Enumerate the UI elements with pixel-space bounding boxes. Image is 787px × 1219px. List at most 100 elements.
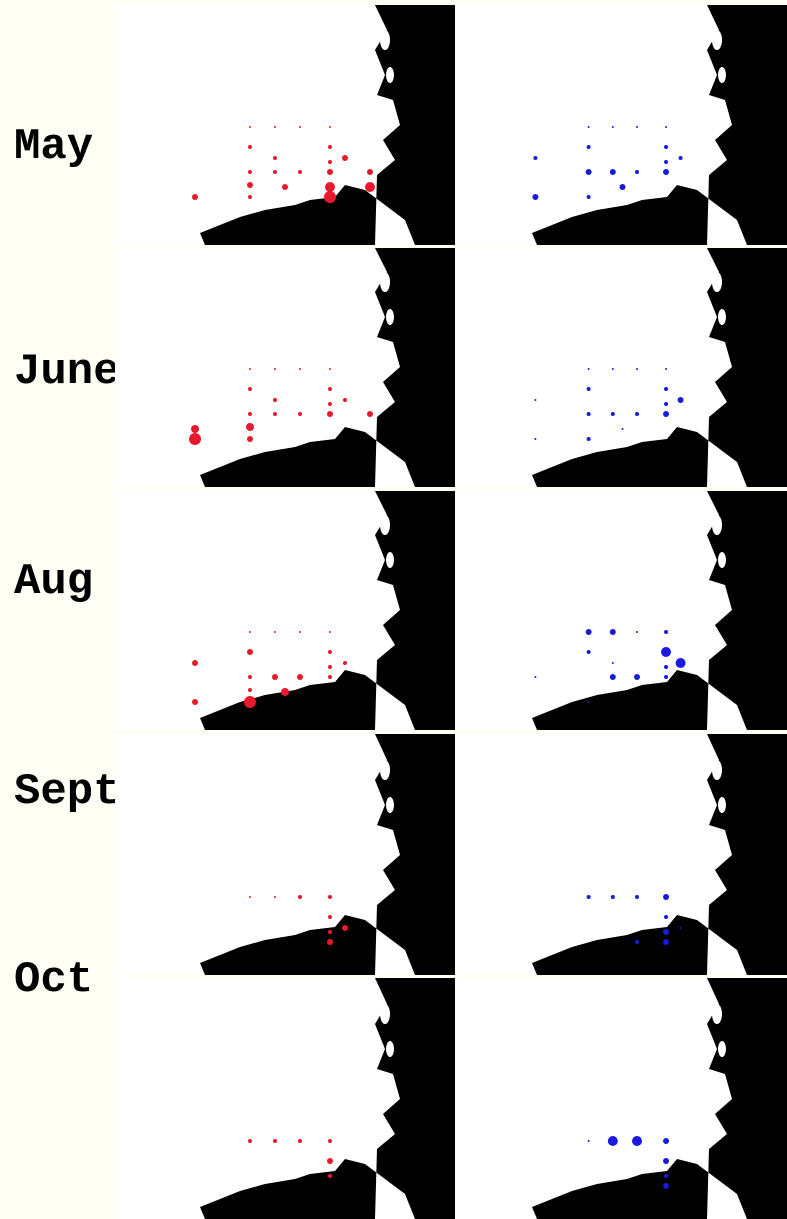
blue-sample-point [663,929,670,935]
blue-sample-point [664,915,669,919]
red-sample-point [367,411,373,417]
coastline-land [200,5,455,245]
red-map-svg [200,978,455,1219]
lake-shape [371,131,383,139]
red-sample-point [274,896,276,898]
red-sample-point [273,1139,277,1143]
blue-sample-point [635,895,640,899]
coastline-land [200,734,455,975]
blue-map-panel [458,978,787,1219]
lake-shape [694,356,710,368]
blue-sample-point [609,629,616,635]
red-sample-point [297,674,303,680]
red-sample-point [328,1174,332,1178]
red-sample-point [328,675,332,679]
coastal-island [584,704,600,712]
coastal-island [272,453,288,461]
blue-sample-point [632,1136,643,1146]
blue-sample-point [587,1140,590,1142]
coastline-land [532,491,787,730]
coastal-island [272,941,288,949]
red-sample-point [248,195,252,199]
blue-sample-point [586,387,591,391]
lake-shape [712,30,722,50]
lake-shape [718,797,726,813]
red-map-svg [189,248,455,487]
coastline-land [532,734,787,975]
coastal-island [555,1204,579,1214]
red-sample-point [274,368,276,370]
coastal-island [223,472,247,482]
blue-sample-point [635,412,640,416]
red-sample-point [281,688,289,696]
blue-sample-point [679,927,682,929]
blue-sample-point [664,145,669,149]
coastline-land [532,978,787,1219]
blue-sample-point [586,145,591,149]
blue-sample-point [619,184,626,190]
blue-sample-point [635,170,640,174]
red-map-svg [200,734,455,975]
coastal-island [584,461,600,469]
lake-shape [703,861,715,869]
coastal-island [604,453,620,461]
red-sample-point [248,688,252,692]
coastal-island [252,704,268,712]
red-sample-point [328,915,332,919]
blue-sample-point [533,156,538,160]
lake-shape [371,616,383,624]
red-sample-point [273,156,277,160]
blue-sample-point [663,1183,670,1189]
coastal-island [272,696,288,704]
coastal-island [584,219,600,227]
lake-shape [694,844,710,856]
blue-sample-point [611,368,614,370]
lake-shape [380,272,390,292]
red-sample-point [329,368,331,370]
red-sample-point [299,126,301,128]
coastal-island [584,1193,600,1201]
red-sample-point [324,191,336,203]
red-sample-point [189,433,201,445]
lake-shape [712,1004,722,1024]
red-sample-point [273,170,277,174]
blue-sample-point [663,894,670,900]
coastal-island [223,1204,247,1214]
red-sample-point [272,674,278,680]
red-sample-point [328,650,332,654]
blue-sample-point [663,939,670,945]
blue-sample-point [611,662,614,664]
red-sample-point [246,423,254,431]
red-sample-point [328,145,332,149]
red-map-panel [115,491,455,730]
coastline-land [532,248,787,487]
blue-map-panel [458,491,787,730]
blue-sample-point [663,169,670,175]
lake-shape [718,1041,726,1057]
red-sample-point [248,675,252,679]
red-sample-point [327,169,333,175]
lake-shape [362,1088,378,1100]
red-sample-point [329,126,331,128]
blue-sample-point [534,438,537,440]
blue-sample-point [585,629,592,635]
red-sample-point [327,411,333,417]
blue-sample-point [586,195,591,199]
red-sample-point [249,631,251,633]
blue-sample-point [586,412,591,416]
lake-shape [712,760,722,780]
lake-shape [386,1041,394,1057]
blue-sample-point [678,156,683,160]
red-sample-point [249,896,251,898]
blue-sample-point [664,630,669,634]
blue-map-panel [458,248,787,487]
red-sample-point [298,170,302,174]
coastal-island [604,941,620,949]
red-map-svg [192,5,455,245]
coastal-island [555,230,579,240]
lake-shape [386,309,394,325]
blue-sample-point [587,701,590,703]
lake-shape [371,861,383,869]
blue-sample-point [664,675,669,679]
red-sample-point [343,661,347,665]
